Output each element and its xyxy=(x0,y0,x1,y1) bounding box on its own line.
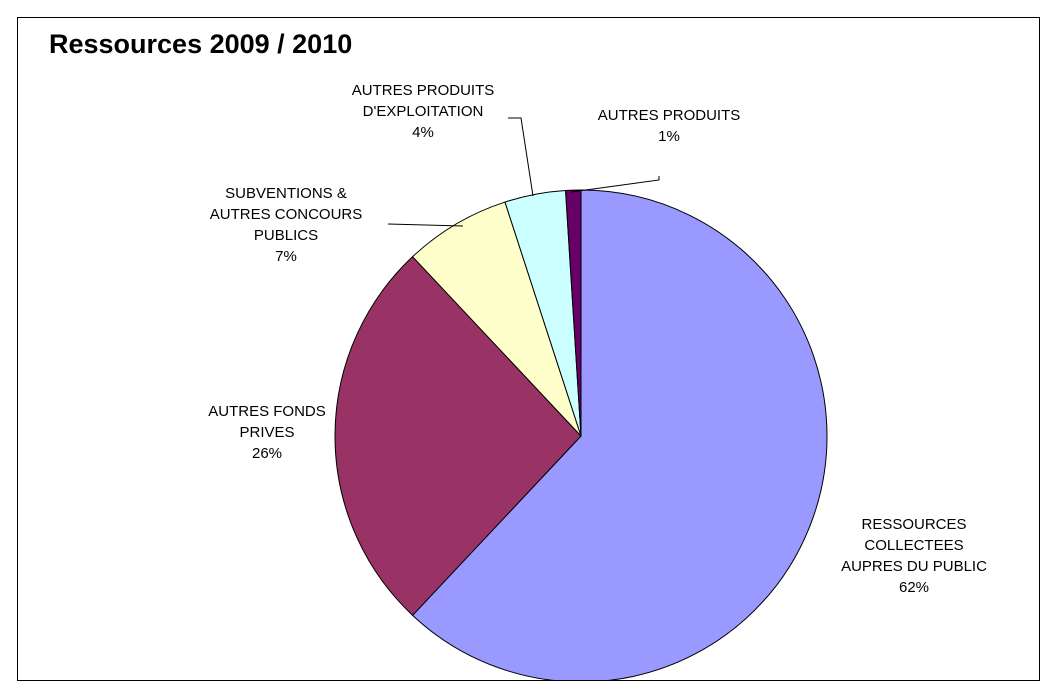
slice-label-autres-produits-d-exploitation: AUTRES PRODUITS D'EXPLOITATION 4% xyxy=(352,82,495,141)
pie-slice-autres-produits xyxy=(565,189,582,437)
slice-percent-label: 26% xyxy=(252,445,282,462)
chart-frame: Ressources 2009 / 2010 RESSOURCES COLLECT… xyxy=(17,17,1040,681)
slice-label-autres-fonds-prives: AUTRES FONDS PRIVES 26% xyxy=(208,403,326,462)
slice-percent-label: 7% xyxy=(275,248,297,265)
slice-name-line: AUTRES CONCOURS xyxy=(210,206,363,223)
slice-name-line: AUTRES PRODUITS xyxy=(352,82,495,99)
slice-name-line: PUBLICS xyxy=(254,227,318,244)
slice-percent-label: 1% xyxy=(658,128,680,145)
leader-line-subventions-autres-concours-publics xyxy=(387,223,464,227)
slice-name-line: AUPRES DU PUBLIC xyxy=(841,558,987,575)
slice-name-line: SUBVENTIONS & xyxy=(225,185,347,202)
slice-percent-label: 4% xyxy=(412,124,434,141)
slice-name-line: D'EXPLOITATION xyxy=(363,103,484,120)
chart-title: Ressources 2009 / 2010 xyxy=(49,29,353,59)
slice-name-line: COLLECTEES xyxy=(864,537,963,554)
pie-slice-ressources-collectees-aupres-du-public xyxy=(411,189,828,680)
pie-slice-subventions-autres-concours-publics xyxy=(411,201,582,437)
leader-line-autres-produits xyxy=(570,176,660,193)
slice-name-line: PRIVES xyxy=(239,424,294,441)
pie-chart: RESSOURCES COLLECTEES AUPRES DU PUBLIC 62% A… xyxy=(208,82,987,680)
slice-name-line: AUTRES FONDS xyxy=(208,403,326,420)
slice-name-line: RESSOURCES xyxy=(861,516,966,533)
pie-slice-autres-fonds-prives xyxy=(334,255,582,617)
slice-label-ressources-collectees-aupres-du-public: RESSOURCES COLLECTEES AUPRES DU PUBLIC 62% xyxy=(841,516,987,596)
slice-percent-label: 62% xyxy=(899,579,929,596)
leader-line-autres-produits-d-exploitation xyxy=(508,117,534,197)
slice-label-subventions-autres-concours-publics: SUBVENTIONS & AUTRES CONCOURS PUBLICS 7% xyxy=(210,185,363,265)
slice-name-line: AUTRES PRODUITS xyxy=(598,107,741,124)
slice-label-autres-produits: AUTRES PRODUITS 1% xyxy=(598,107,741,145)
